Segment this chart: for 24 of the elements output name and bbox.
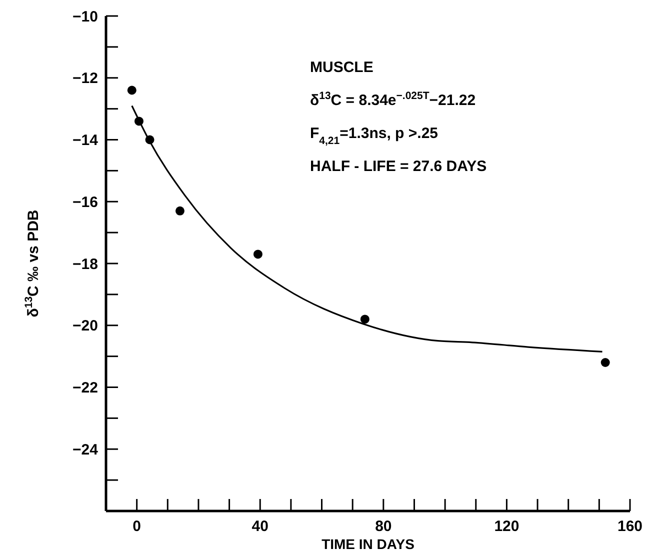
point: [360, 314, 370, 324]
x-tick-label: 80: [375, 518, 392, 535]
annotation: MUSCLE: [310, 59, 374, 76]
x-tick-label: 120: [494, 518, 520, 535]
annotation: δ$^{13}$C = 8.34e$^{−.025T}$−21.22: [310, 90, 476, 109]
y-tick-label: −16: [72, 194, 98, 211]
x-axis-title: TIME IN DAYS: [322, 536, 414, 552]
y-tick-label: −20: [72, 318, 98, 335]
point: [127, 86, 136, 95]
y-tick-label: −12: [72, 70, 98, 88]
annotation: F$_{4,21}$=1.3ns, p >.25: [310, 125, 438, 147]
y-tick-label: −24: [72, 441, 99, 458]
x-tick-label: 160: [617, 518, 643, 535]
annotation: HALF - LIFE = 27.6 DAYS: [310, 158, 487, 175]
y-tick-label: −22: [72, 380, 98, 396]
point: [253, 250, 262, 259]
x-tick-label: 40: [252, 518, 268, 535]
point: [600, 358, 610, 367]
y-tick-label: −10: [72, 8, 98, 26]
y-tick-label: −14: [72, 132, 99, 149]
y-tick-label: −18: [72, 256, 98, 273]
point: [175, 206, 184, 216]
line-series: [131, 104, 604, 352]
x-tick-label: 0: [132, 518, 141, 535]
